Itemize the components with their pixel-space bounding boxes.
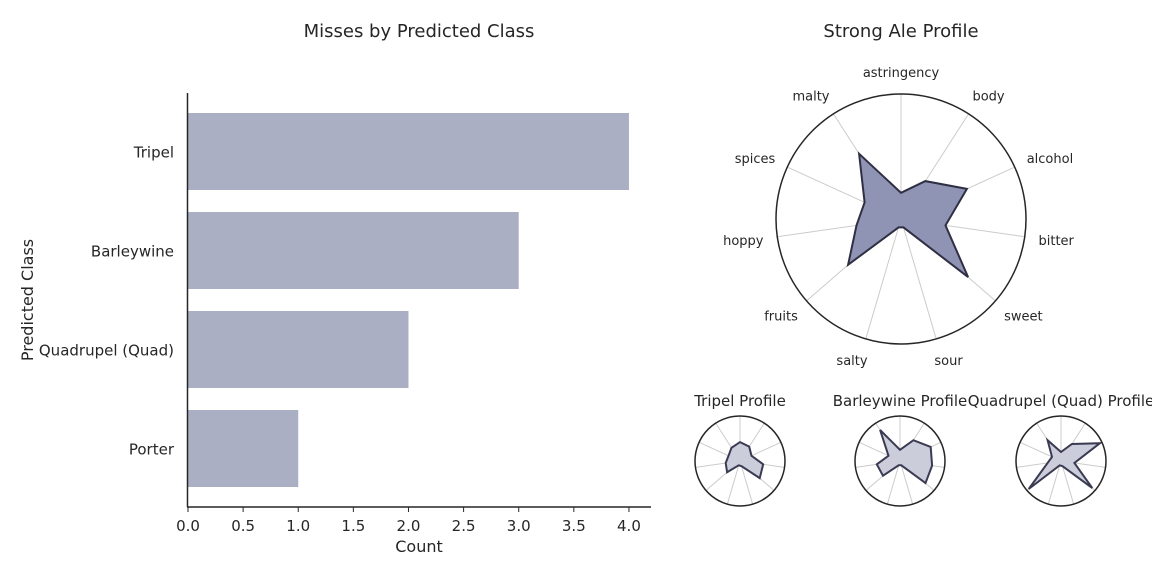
radar-axis-label: sweet: [1004, 309, 1043, 324]
x-tick-label: 2.0: [397, 517, 421, 535]
x-axis-label: Count: [395, 537, 443, 556]
category-label: Tripel: [133, 144, 174, 162]
bar-marks: [188, 113, 629, 487]
radar-spoke: [899, 460, 914, 505]
radar-spoke: [1060, 460, 1075, 505]
x-tick-label: 2.5: [452, 517, 476, 535]
radar-barleywine: Barleywine Profile: [833, 392, 968, 507]
x-tick-label: 3.0: [507, 517, 531, 535]
radar-spoke: [886, 460, 901, 505]
radar-spoke: [1047, 460, 1062, 505]
x-tick-label: 4.0: [617, 517, 641, 535]
radar-axis-label: body: [972, 89, 1004, 104]
bar-porter: [188, 410, 299, 487]
radar-title: Quadrupel (Quad) Profile: [968, 392, 1152, 410]
x-tick-label: 1.0: [286, 517, 310, 535]
radar-outline: [694, 415, 786, 507]
radar-spoke: [900, 218, 937, 340]
radar-area: [1027, 437, 1103, 490]
x-tick-label: 3.5: [562, 517, 586, 535]
bar-chart-title: Misses by Predicted Class: [304, 21, 535, 42]
radar-axis-label: fruits: [764, 309, 798, 324]
radar-tripel: Tripel Profile: [693, 392, 786, 507]
radar-area: [875, 429, 934, 485]
radar-axis-label: spices: [735, 152, 776, 167]
radar-area: [724, 440, 765, 480]
x-tick-labels: 0.0 0.5 1.0 1.5 2.0 2.5 3.0 3.5 4.0: [176, 507, 641, 535]
radar-area: [846, 151, 970, 278]
radar-axis-label: astringency: [863, 66, 940, 81]
radar-title: Barleywine Profile: [833, 392, 968, 410]
radar-quadrupel: Quadrupel (Quad) Profile: [968, 392, 1152, 507]
category-label: Quadrupel (Quad): [39, 342, 174, 360]
radar-axis-label: sour: [934, 354, 963, 369]
bar-barleywine: [188, 212, 519, 289]
radar-axis-label: hoppy: [723, 234, 764, 249]
radar-axis-label: alcohol: [1027, 152, 1073, 167]
radar-spoke: [726, 460, 741, 505]
radar-outline: [1015, 415, 1107, 507]
x-tick-label: 0.5: [231, 517, 255, 535]
bar-quadrupel-quad: [188, 311, 409, 388]
y-axis-label: Predicted Class: [18, 239, 37, 361]
radar-title: Tripel Profile: [693, 392, 786, 410]
bar-chart-panel: Misses by Predicted Class 0.0 0.5 1.0 1.5 2.…: [18, 21, 651, 556]
radar-outline: [775, 93, 1027, 345]
radar-axis-label: bitter: [1039, 234, 1075, 249]
radar-strong-ale: Strong Ale Profile astringency body alcohol…: [723, 21, 1074, 369]
category-label: Porter: [129, 441, 175, 459]
radar-axis-label: salty: [836, 354, 867, 369]
x-tick-label: 1.5: [341, 517, 365, 535]
x-tick-label: 0.0: [176, 517, 200, 535]
bar-tripel: [188, 113, 629, 190]
y-tick-labels: Tripel Barleywine Quadrupel (Quad) Porter: [39, 144, 175, 459]
radar-axis-label: malty: [792, 89, 829, 104]
radar-spoke: [739, 460, 754, 505]
radar-spoke: [865, 218, 902, 340]
radar-title: Strong Ale Profile: [823, 21, 978, 42]
radar-outline: [854, 415, 946, 507]
category-label: Barleywine: [91, 243, 174, 261]
